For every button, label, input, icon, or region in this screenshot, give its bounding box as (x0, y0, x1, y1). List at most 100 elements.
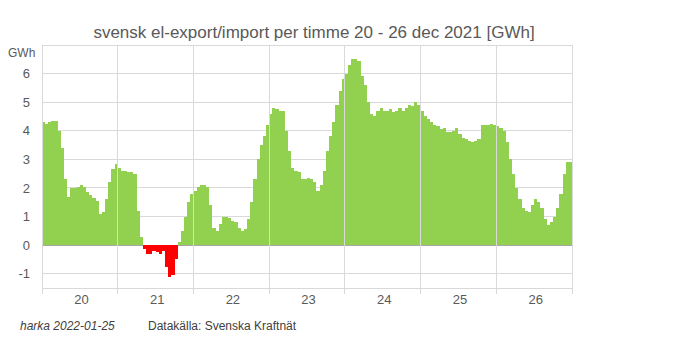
x-tick: 25 (453, 288, 467, 307)
bar (275, 109, 278, 245)
bar (487, 125, 490, 245)
bar (184, 217, 187, 246)
bar (222, 217, 225, 246)
bar (162, 245, 165, 251)
bar (392, 112, 395, 245)
x-axis: 20212223242526 (43, 288, 573, 307)
bar (398, 108, 401, 245)
bar (105, 199, 108, 245)
bar (329, 136, 332, 245)
bar (540, 208, 543, 245)
bar (462, 138, 465, 245)
bar (307, 178, 310, 245)
bar (484, 125, 487, 245)
bar (414, 102, 417, 245)
bar (326, 151, 329, 245)
bar (373, 116, 376, 245)
bar (127, 172, 130, 245)
x-tick-label: 20 (74, 292, 88, 307)
x-tick-label: 26 (528, 292, 542, 307)
bar (83, 187, 86, 246)
bar (550, 222, 553, 245)
bar (294, 171, 297, 245)
bar (96, 201, 99, 245)
bar (80, 185, 83, 245)
x-tick: 23 (301, 288, 315, 307)
bar (465, 139, 468, 245)
bar (146, 245, 149, 254)
bar (559, 194, 562, 245)
bar (140, 237, 143, 246)
bar (143, 245, 146, 249)
bar (187, 202, 190, 245)
y-tick-label: 2 (23, 181, 30, 196)
bar (361, 76, 364, 245)
bar (395, 111, 398, 245)
bar (474, 141, 477, 245)
y-axis-line (42, 46, 43, 289)
y-tick: 1 (23, 209, 42, 224)
bar (323, 171, 326, 245)
bar (411, 106, 414, 245)
bar (509, 159, 512, 245)
bar (477, 139, 480, 245)
bar (446, 132, 449, 245)
bar (260, 145, 263, 245)
bar (402, 111, 405, 245)
bar (348, 65, 351, 245)
bar (531, 205, 534, 245)
bar (405, 108, 408, 245)
bar (257, 159, 260, 245)
bar (64, 179, 67, 245)
bar (291, 168, 294, 245)
bar (70, 188, 73, 245)
bar (108, 182, 111, 245)
bar (468, 141, 471, 245)
y-tick-label: 1 (23, 209, 30, 224)
bar (130, 172, 133, 245)
day-separator (420, 45, 421, 294)
bar (512, 174, 515, 245)
bar (272, 108, 275, 245)
bar (499, 128, 502, 245)
y-tick-label: 3 (23, 152, 30, 167)
bar (124, 171, 127, 245)
y-label: GWh (8, 46, 35, 60)
bar (455, 128, 458, 245)
x-tick-label: 21 (150, 292, 164, 307)
bar (424, 116, 427, 245)
bar (310, 179, 313, 245)
bar (518, 199, 521, 245)
bar (171, 245, 174, 275)
bar (159, 245, 162, 254)
bar (178, 242, 181, 245)
x-tick: 20 (74, 288, 88, 307)
bar (200, 185, 203, 245)
bar (152, 245, 155, 251)
x-tick-label: 24 (377, 292, 391, 307)
bar (367, 102, 370, 245)
bar (452, 131, 455, 245)
bar (376, 111, 379, 245)
day-separator (117, 45, 118, 294)
title: svensk el-export/import per timme 20 - 2… (93, 23, 534, 42)
x-tick-label: 25 (453, 292, 467, 307)
bar (490, 124, 493, 246)
bar (137, 211, 140, 245)
day-separator (344, 45, 345, 294)
y-tick-label: -1 (18, 266, 30, 281)
bar (544, 219, 547, 245)
grid-line (42, 73, 572, 74)
bar (285, 131, 288, 245)
bar (380, 108, 383, 245)
bar (563, 174, 566, 245)
bar (92, 198, 95, 245)
bar (503, 131, 506, 245)
bar (250, 202, 253, 245)
y-tick-label: 5 (23, 95, 30, 110)
bar (212, 228, 215, 245)
x-tick-label: 23 (301, 292, 315, 307)
grid-line (42, 273, 572, 274)
bar (89, 195, 92, 245)
bar (430, 122, 433, 245)
